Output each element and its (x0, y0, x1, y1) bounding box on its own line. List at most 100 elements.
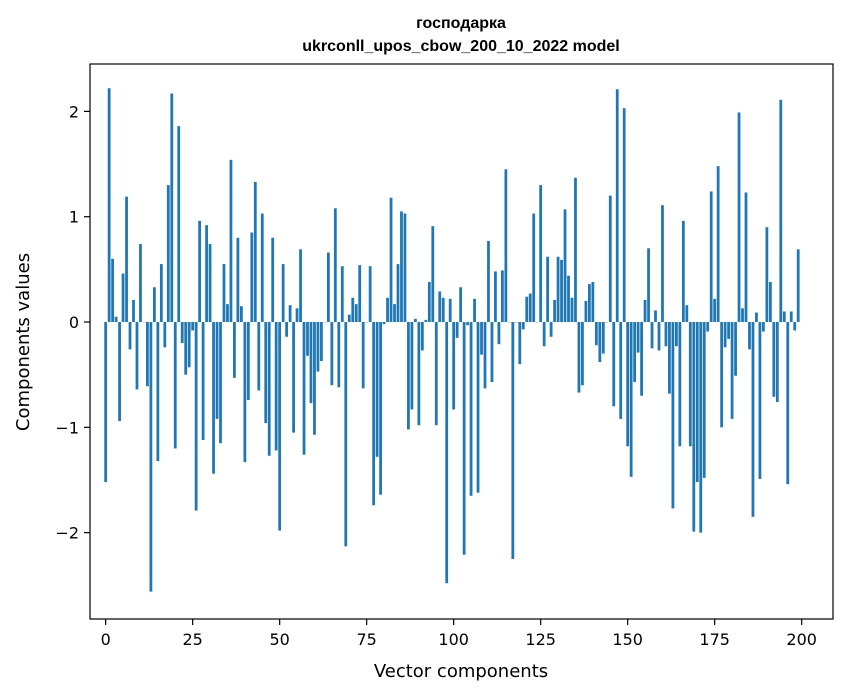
bar-component-51 (281, 264, 285, 323)
bar-component-138 (584, 300, 588, 323)
bar-component-28 (201, 322, 205, 440)
bar-component-39 (239, 306, 243, 323)
bar-component-102 (459, 287, 463, 323)
bar-component-53 (288, 305, 292, 323)
bar-component-101 (455, 322, 459, 338)
bar-component-95 (434, 322, 438, 426)
bar-component-174 (709, 191, 713, 323)
bar-component-199 (796, 249, 800, 323)
bar-component-100 (452, 322, 456, 410)
bar-component-26 (194, 322, 198, 511)
bar-component-107 (476, 322, 480, 493)
bar-component-42 (250, 232, 254, 323)
bar-component-164 (675, 322, 678, 347)
bar-component-122 (528, 293, 532, 323)
bar-component-115 (504, 169, 508, 323)
bar-component-104 (466, 322, 469, 326)
bar-component-105 (469, 322, 473, 496)
bar-component-183 (741, 308, 744, 323)
x-tick-label: 100 (438, 630, 469, 649)
bar-component-166 (681, 220, 685, 323)
bar-component-0 (104, 322, 108, 483)
bar-component-77 (372, 322, 376, 506)
bar-component-155 (643, 299, 647, 323)
bar-component-22 (180, 322, 184, 344)
bar-component-161 (664, 322, 668, 347)
bar-component-37 (233, 322, 236, 378)
bar-component-9 (135, 322, 139, 390)
bar-component-32 (215, 322, 219, 419)
bar-component-145 (608, 195, 612, 323)
bar-component-69 (344, 322, 348, 547)
bar-component-193 (775, 322, 779, 403)
bar-component-148 (619, 322, 623, 419)
x-tick-label: 0 (101, 630, 111, 649)
bar-component-50 (278, 322, 282, 531)
bar-component-197 (789, 311, 793, 323)
bar-component-24 (187, 322, 191, 368)
bar-component-73 (358, 265, 362, 323)
bar-component-179 (727, 322, 730, 339)
bar-component-49 (274, 322, 278, 451)
bar-component-15 (156, 322, 160, 462)
bar-component-181 (734, 322, 737, 376)
bar-component-135 (574, 177, 577, 323)
bar-component-134 (570, 297, 574, 323)
bar-component-52 (285, 322, 289, 337)
bar-component-46 (264, 322, 268, 424)
bar-component-169 (692, 322, 696, 532)
bar-component-38 (236, 237, 240, 323)
x-tick-label: 75 (356, 630, 376, 649)
bar-component-180 (730, 322, 734, 419)
bar-component-35 (226, 304, 229, 323)
bar-component-185 (748, 322, 751, 350)
x-tick-label: 200 (786, 630, 817, 649)
bar-component-172 (702, 322, 706, 478)
bar-component-109 (483, 322, 487, 389)
bar-component-160 (661, 205, 664, 323)
bar-component-198 (793, 322, 797, 331)
bar-component-80 (382, 322, 386, 325)
bar-component-82 (389, 197, 393, 323)
bar-component-111 (490, 322, 494, 383)
x-tick-label: 175 (699, 630, 730, 649)
bar-component-62 (320, 322, 323, 361)
bar-component-192 (772, 322, 776, 397)
bar-component-167 (685, 305, 689, 323)
bar-component-159 (657, 322, 661, 351)
bar-component-2 (111, 258, 115, 323)
bar-component-55 (295, 308, 299, 323)
bar-component-21 (177, 126, 181, 323)
bar-component-163 (671, 322, 675, 509)
bar-component-188 (758, 322, 762, 479)
bar-component-133 (567, 275, 570, 323)
bar-component-189 (762, 322, 765, 332)
bar-component-127 (546, 256, 550, 323)
bar-component-126 (542, 322, 546, 347)
bar-component-98 (445, 322, 449, 584)
bar-component-66 (333, 208, 337, 323)
bar-component-194 (779, 99, 783, 323)
x-tick-label: 150 (612, 630, 643, 649)
bar-component-154 (640, 322, 643, 396)
y-tick-label: −1 (55, 418, 79, 437)
bar-component-110 (487, 240, 490, 323)
bar-component-83 (393, 304, 396, 323)
bar-component-132 (563, 209, 567, 323)
bar-component-165 (678, 322, 682, 447)
bar-component-18 (166, 185, 170, 323)
y-tick-label: 0 (69, 313, 79, 332)
bar-component-56 (299, 249, 302, 323)
bar-component-72 (354, 304, 358, 323)
bar-component-147 (615, 89, 619, 323)
bar-component-33 (219, 322, 222, 444)
bar-component-191 (768, 282, 772, 323)
bar-component-128 (549, 322, 553, 337)
y-axis-label: Components values (13, 253, 34, 431)
x-tick-label: 125 (525, 630, 556, 649)
bar-component-74 (361, 322, 365, 389)
plot-frame (89, 63, 834, 620)
bar-component-146 (612, 322, 616, 407)
bar-component-92 (424, 319, 428, 323)
bar-component-93 (427, 282, 431, 323)
